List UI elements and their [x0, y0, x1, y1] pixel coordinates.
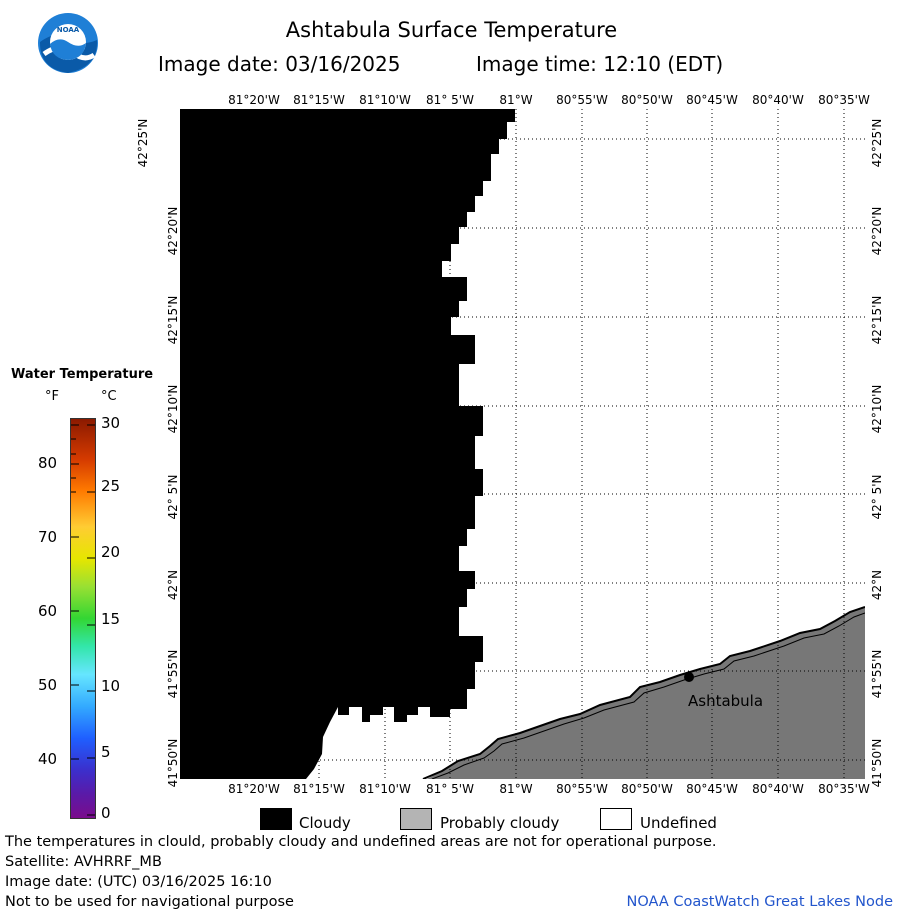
- lon-label: 81°10'W: [359, 93, 411, 107]
- lon-label: 80°35'W: [818, 93, 870, 107]
- lat-label: 42°25'N: [136, 118, 150, 168]
- lon-label: 81°10'W: [359, 782, 411, 796]
- fahrenheit-tick: 70: [38, 528, 58, 546]
- lon-label: 81° 5'W: [426, 93, 474, 107]
- disclaimer-text: The temperatures in clould, probably clo…: [5, 834, 717, 850]
- celsius-tick: 30: [101, 414, 121, 432]
- page-title: Ashtabula Surface Temperature: [285, 18, 618, 42]
- temperature-map: [180, 109, 865, 779]
- credit-text: NOAA CoastWatch Great Lakes Node: [626, 894, 893, 910]
- lon-label: 80°55'W: [556, 782, 608, 796]
- lat-label: 41°50'N: [870, 738, 884, 788]
- cloud-area: [180, 109, 515, 779]
- temperature-color-scale: [70, 418, 96, 819]
- lat-label: 42°20'N: [166, 206, 180, 256]
- navigation-warning: Not to be used for navigational purpose: [5, 894, 294, 910]
- image-date: Image date: 03/16/2025: [158, 52, 401, 76]
- lon-label: 80°45'W: [686, 782, 738, 796]
- probably-cloudy-swatch: [400, 808, 432, 830]
- lat-label: 42°15'N: [166, 295, 180, 345]
- lat-label: 42° 5'N: [870, 474, 884, 520]
- fahrenheit-tick: 50: [38, 676, 58, 694]
- noaa-logo-text: NOAA: [56, 26, 80, 34]
- lat-label: 42°20'N: [870, 206, 884, 256]
- lon-label: 80°45'W: [686, 93, 738, 107]
- legend-title: Water Temperature: [11, 367, 154, 382]
- lat-label: 41°55'N: [870, 649, 884, 699]
- shoreline-inner: [431, 612, 865, 779]
- undefined-label: Undefined: [640, 814, 717, 832]
- utc-date-text: Image date: (UTC) 03/16/2025 16:10: [5, 874, 272, 890]
- ashtabula-marker: [684, 672, 694, 682]
- noaa-logo: NOAA: [37, 12, 99, 74]
- lon-label: 80°35'W: [818, 782, 870, 796]
- lon-label: 81°W: [499, 782, 533, 796]
- lat-label: 42°N: [166, 569, 180, 601]
- celsius-tick: 15: [101, 610, 121, 628]
- lat-label: 41°50'N: [166, 738, 180, 788]
- fahrenheit-tick: 60: [38, 602, 58, 620]
- lon-label: 80°40'W: [752, 782, 804, 796]
- satellite-text: Satellite: AVHRRF_MB: [5, 854, 162, 870]
- lon-label: 81°15'W: [293, 782, 345, 796]
- lon-label: 81°20'W: [228, 782, 280, 796]
- celsius-tick: 5: [101, 743, 111, 761]
- lon-label: 80°40'W: [752, 93, 804, 107]
- lon-label: 80°50'W: [621, 93, 673, 107]
- legend-unit-f: °F: [45, 389, 59, 404]
- lat-label: 42°25'N: [870, 118, 884, 168]
- lat-label: 42°10'N: [870, 384, 884, 434]
- lon-label: 80°55'W: [556, 93, 608, 107]
- probably-cloudy-label: Probably cloudy: [440, 814, 560, 832]
- cloudy-label: Cloudy: [299, 814, 351, 832]
- fahrenheit-tick: 40: [38, 750, 58, 768]
- shoreline: [422, 606, 865, 779]
- lat-label: 42°N: [870, 569, 884, 601]
- lon-label: 81°W: [499, 93, 533, 107]
- legend-unit-c: °C: [101, 389, 117, 404]
- lon-label: 81° 5'W: [426, 782, 474, 796]
- undefined-swatch: [600, 808, 632, 830]
- lon-label: 81°20'W: [228, 93, 280, 107]
- lat-label: 42° 5'N: [166, 474, 180, 520]
- lat-label: 41°55'N: [166, 649, 180, 699]
- lon-label: 81°15'W: [293, 93, 345, 107]
- image-time: Image time: 12:10 (EDT): [476, 52, 724, 76]
- lat-label: 42°10'N: [166, 384, 180, 434]
- celsius-tick: 10: [101, 677, 121, 695]
- lat-label: 42°15'N: [870, 295, 884, 345]
- celsius-tick: 25: [101, 477, 121, 495]
- cloudy-swatch: [260, 808, 292, 830]
- lon-label: 80°50'W: [621, 782, 673, 796]
- celsius-tick: 0: [101, 804, 111, 822]
- celsius-tick: 20: [101, 543, 121, 561]
- scale-ticks: [71, 424, 95, 816]
- fahrenheit-tick: 80: [38, 454, 58, 472]
- ashtabula-label: Ashtabula: [688, 692, 764, 710]
